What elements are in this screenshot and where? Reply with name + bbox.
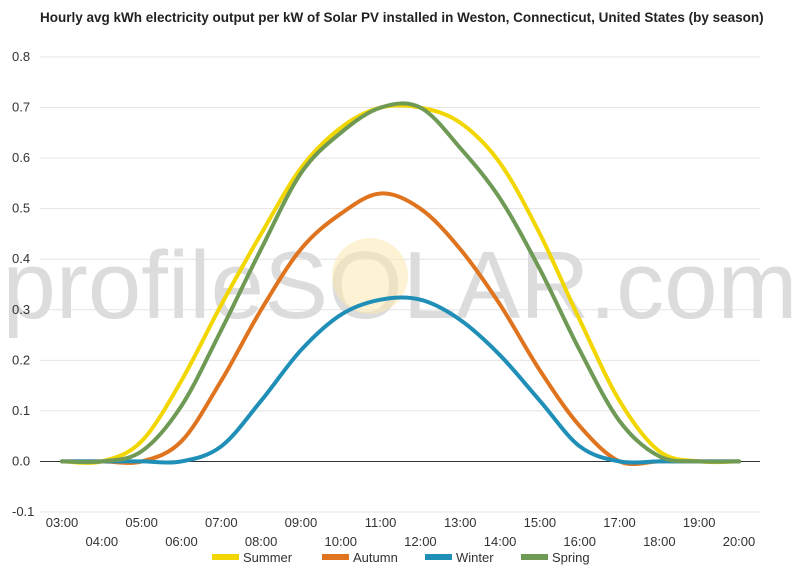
x-tick-label: 07:00 bbox=[205, 515, 238, 530]
watermark-sun-icon bbox=[332, 238, 408, 314]
y-tick-label: 0.7 bbox=[12, 100, 30, 115]
x-tick-label: 04:00 bbox=[86, 534, 119, 549]
y-tick-label: 0.2 bbox=[12, 352, 30, 367]
x-tick-label: 10:00 bbox=[324, 534, 357, 549]
y-tick-label: 0.0 bbox=[12, 453, 30, 468]
x-tick-label: 11:00 bbox=[365, 515, 397, 530]
x-tick-label: 14:00 bbox=[484, 534, 517, 549]
y-tick-label: 0.1 bbox=[12, 403, 30, 418]
y-tick-label: 0.8 bbox=[12, 49, 30, 64]
x-tick-label: 17:00 bbox=[603, 515, 636, 530]
y-tick-label: 0.4 bbox=[12, 251, 30, 266]
series-line-winter bbox=[60, 295, 741, 465]
y-tick-label: 0.5 bbox=[12, 201, 30, 216]
legend: Summer Autumn Winter Spring bbox=[212, 550, 590, 565]
x-tick-label: 15:00 bbox=[524, 515, 557, 530]
axes: -0.1 0.0 0.1 0.2 0.3 0.4 0.5 0.6 0.7 0.8 03:00 04:0… bbox=[12, 49, 760, 549]
x-tick-label: 19:00 bbox=[683, 515, 716, 530]
x-tick-label: 09:00 bbox=[285, 515, 318, 530]
x-tick-label: 05:00 bbox=[125, 515, 158, 530]
y-tick-label: 0.3 bbox=[12, 302, 30, 317]
legend-label-autumn: Autumn bbox=[353, 550, 398, 565]
legend-label-summer: Summer bbox=[243, 550, 293, 565]
legend-label-winter: Winter bbox=[456, 550, 494, 565]
x-tick-label: 08:00 bbox=[245, 534, 278, 549]
legend-swatch-winter bbox=[425, 554, 452, 560]
legend-label-spring: Spring bbox=[552, 550, 590, 565]
series-line-spring bbox=[60, 101, 741, 465]
series-lines bbox=[60, 101, 741, 466]
chart-title: Hourly avg kWh electricity output per kW… bbox=[40, 10, 764, 25]
x-tick-label: 13:00 bbox=[444, 515, 477, 530]
x-tick-label: 12:00 bbox=[404, 534, 437, 549]
legend-swatch-autumn bbox=[322, 554, 349, 560]
x-tick-label: 20:00 bbox=[723, 534, 756, 549]
series-line-summer bbox=[60, 103, 741, 465]
y-tick-label: 0.6 bbox=[12, 150, 30, 165]
x-tick-label: 06:00 bbox=[165, 534, 198, 549]
x-tick-label: 18:00 bbox=[643, 534, 676, 549]
y-tick-label: -0.1 bbox=[12, 504, 34, 519]
watermark: profileSOLAR.com bbox=[3, 232, 798, 339]
legend-swatch-spring bbox=[521, 554, 548, 560]
x-tick-label: 03:00 bbox=[46, 515, 79, 530]
x-tick-label: 16:00 bbox=[563, 534, 596, 549]
legend-swatch-summer bbox=[212, 554, 239, 560]
